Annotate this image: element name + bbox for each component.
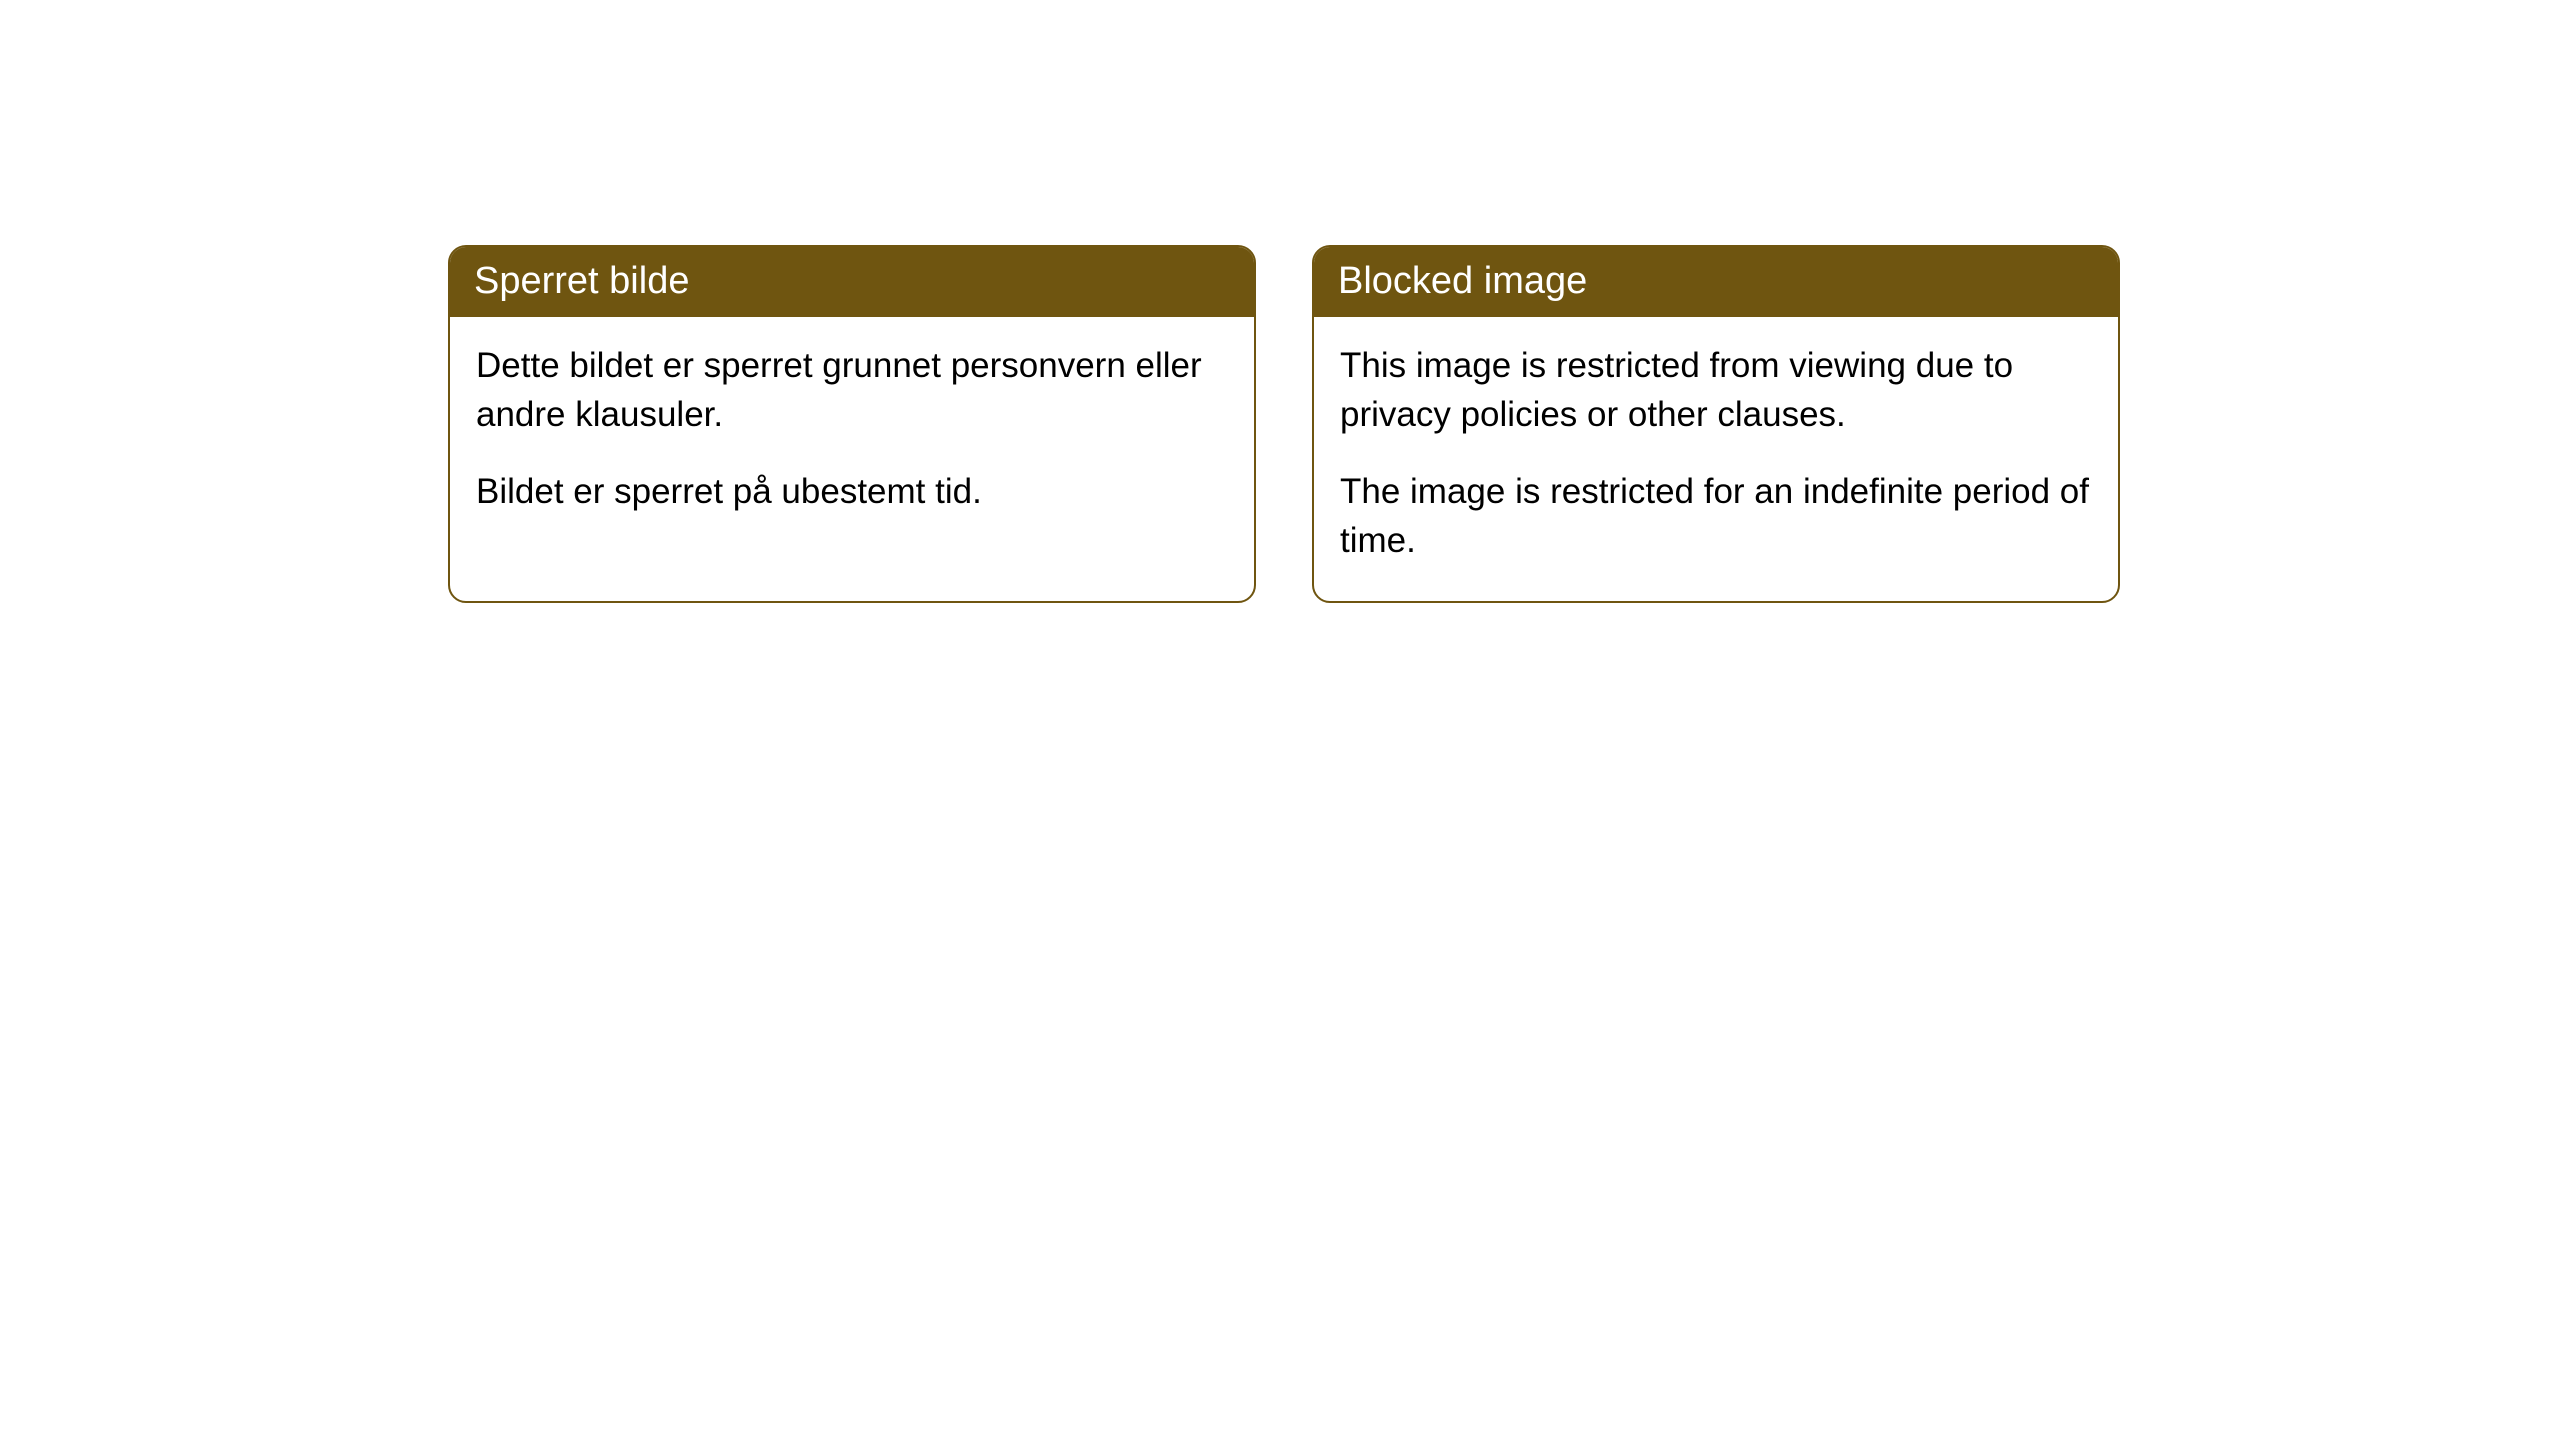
card-body-no: Dette bildet er sperret grunnet personve…	[450, 317, 1254, 552]
card-header-no: Sperret bilde	[450, 247, 1254, 317]
card-text-en-2: The image is restricted for an indefinit…	[1340, 467, 2092, 565]
card-body-en: This image is restricted from viewing du…	[1314, 317, 2118, 601]
card-text-no-2: Bildet er sperret på ubestemt tid.	[476, 467, 1228, 516]
blocked-image-card-en: Blocked image This image is restricted f…	[1312, 245, 2120, 603]
blocked-image-card-no: Sperret bilde Dette bildet er sperret gr…	[448, 245, 1256, 603]
card-text-en-1: This image is restricted from viewing du…	[1340, 341, 2092, 439]
card-header-en: Blocked image	[1314, 247, 2118, 317]
cards-container: Sperret bilde Dette bildet er sperret gr…	[448, 245, 2120, 603]
card-text-no-1: Dette bildet er sperret grunnet personve…	[476, 341, 1228, 439]
